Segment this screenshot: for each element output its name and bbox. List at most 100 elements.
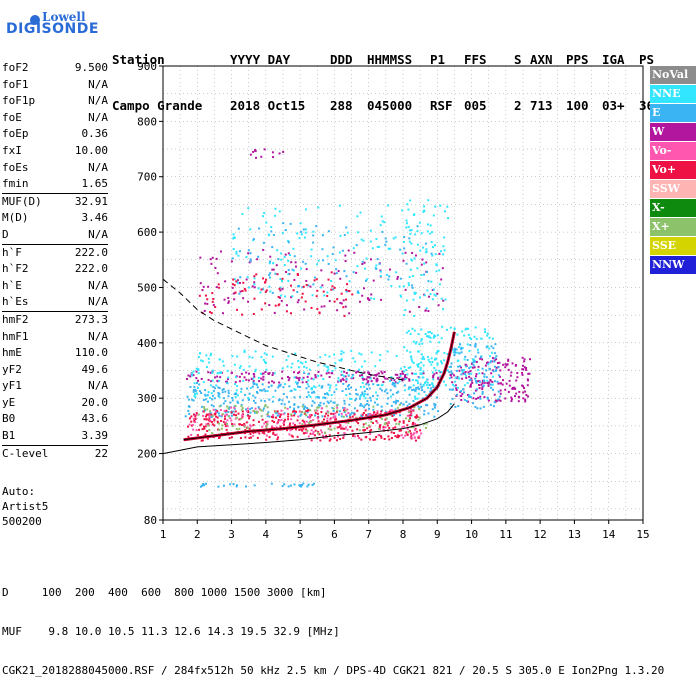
echo-point [494, 343, 497, 346]
echo-point [525, 368, 528, 371]
echo-point [279, 425, 282, 428]
echo-point [430, 240, 433, 243]
echo-point [445, 328, 448, 331]
echo-point [340, 359, 343, 362]
echo-point [282, 413, 285, 416]
echo-point [290, 296, 293, 299]
echo-point [294, 265, 297, 268]
echo-point [474, 355, 477, 358]
echo-point [431, 371, 434, 374]
echo-point [523, 366, 526, 369]
echo-point [211, 398, 214, 401]
echo-point [413, 406, 416, 409]
echo-point [359, 385, 362, 388]
echo-point [212, 385, 215, 388]
echo-point [392, 400, 395, 403]
echo-point [200, 439, 203, 442]
echo-point [219, 404, 222, 407]
echo-point [360, 414, 363, 417]
echo-point [345, 388, 348, 391]
echo-point [279, 296, 282, 299]
param-row: yF1 N/A [2, 378, 108, 395]
echo-point [350, 411, 353, 414]
echo-point [199, 390, 202, 393]
echo-point [202, 381, 205, 384]
echo-point [293, 407, 296, 410]
header-cell: DDD [330, 52, 353, 67]
echo-point [267, 381, 270, 384]
echo-point [350, 386, 353, 389]
echo-point [467, 327, 470, 330]
echo-point [405, 299, 408, 302]
echo-point [481, 392, 484, 395]
echo-point [236, 394, 239, 397]
echo-point [236, 484, 239, 487]
echo-point [303, 411, 306, 414]
echo-cluster [197, 403, 428, 435]
echo-point [267, 430, 270, 433]
echo-point [470, 362, 473, 365]
echo-point [472, 402, 475, 405]
echo-point [409, 333, 412, 336]
echo-point [316, 412, 319, 415]
echo-point [453, 385, 456, 388]
echo-point [420, 338, 423, 341]
header-cell: P1 [430, 52, 446, 67]
echo-point [345, 288, 348, 291]
echo-point [368, 438, 371, 441]
echo-point [395, 271, 398, 274]
echo-point [210, 413, 213, 416]
echo-point [323, 418, 326, 421]
legend-entry-noval: NoVal [650, 66, 696, 85]
echo-point [423, 409, 426, 412]
param-name: fxI [2, 143, 22, 157]
echo-point [320, 411, 323, 414]
echo-point [292, 422, 295, 425]
echo-point [415, 431, 418, 434]
echo-point [496, 399, 499, 402]
echo-point [191, 398, 194, 401]
echo-point [203, 427, 206, 430]
echo-point [421, 357, 424, 360]
echo-point [425, 335, 428, 338]
echo-point [299, 414, 302, 417]
echo-point [310, 429, 313, 432]
echo-point [337, 270, 340, 273]
echo-point [241, 212, 244, 215]
param-name: yE [2, 395, 16, 409]
echo-point [363, 360, 366, 363]
echo-point [309, 285, 312, 288]
echo-point [464, 371, 467, 374]
echo-point [206, 429, 209, 432]
echo-point [206, 408, 209, 411]
echo-point [272, 156, 275, 159]
echo-point [256, 411, 259, 414]
echo-point [493, 393, 496, 396]
echo-point [339, 379, 342, 382]
echo-point [348, 414, 351, 417]
echo-point [301, 378, 304, 381]
echo-point [193, 394, 196, 397]
echo-point [299, 386, 302, 389]
echo-point [191, 372, 194, 375]
echo-point [465, 327, 468, 330]
param-name: foE [2, 110, 22, 124]
echo-point [339, 380, 342, 383]
echo-point [189, 385, 192, 388]
echo-point [274, 416, 277, 419]
echo-point [230, 414, 233, 417]
echo-point [413, 372, 416, 375]
echo-point [224, 425, 227, 428]
echo-point [232, 292, 235, 295]
echo-point [426, 404, 429, 407]
echo-point [321, 415, 324, 418]
echo-point [461, 392, 464, 395]
echo-point [204, 482, 207, 485]
echo-point [481, 382, 484, 385]
echo-point [342, 382, 345, 385]
echo-point [312, 432, 315, 435]
echo-point [355, 420, 358, 423]
echo-point [332, 288, 335, 291]
echo-point [325, 434, 328, 437]
echo-point [208, 413, 211, 416]
